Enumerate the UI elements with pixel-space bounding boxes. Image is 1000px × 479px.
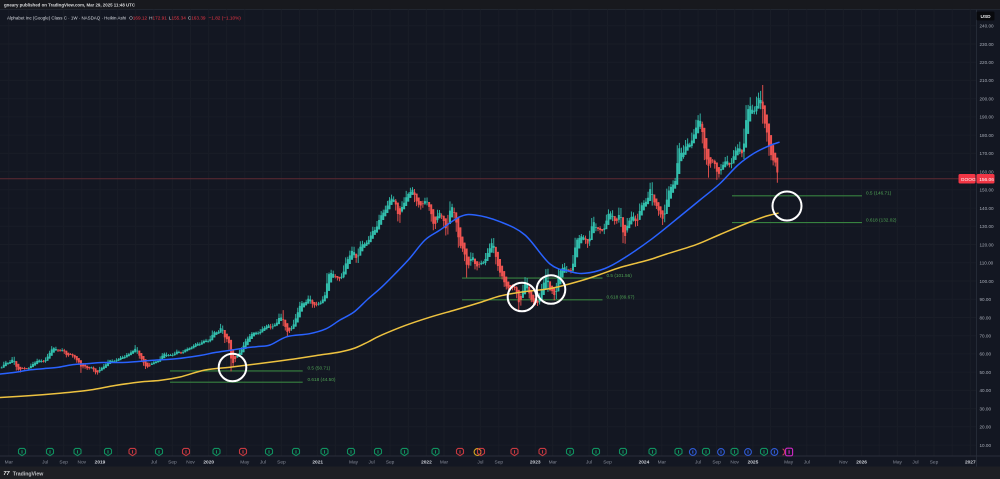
svg-text:Sep: Sep bbox=[495, 460, 504, 466]
svg-text:20.00: 20.00 bbox=[980, 425, 992, 430]
svg-text:2021: 2021 bbox=[312, 460, 323, 466]
svg-text:50.00: 50.00 bbox=[980, 370, 992, 375]
svg-text:Sep: Sep bbox=[712, 460, 721, 466]
svg-text:40.00: 40.00 bbox=[980, 388, 992, 393]
svg-text:2027: 2027 bbox=[965, 460, 976, 466]
svg-text:180.00: 180.00 bbox=[980, 133, 994, 138]
svg-text:70.00: 70.00 bbox=[980, 334, 992, 339]
svg-text:Sep: Sep bbox=[386, 460, 395, 466]
svg-text:Sep: Sep bbox=[930, 460, 939, 466]
svg-text:Sep: Sep bbox=[603, 460, 612, 466]
svg-text:2025: 2025 bbox=[748, 460, 759, 466]
svg-text:Jul: Jul bbox=[477, 460, 483, 466]
svg-text:190.00: 190.00 bbox=[980, 115, 994, 120]
svg-text:230.00: 230.00 bbox=[980, 42, 994, 47]
svg-text:0.5 (50.71): 0.5 (50.71) bbox=[308, 366, 331, 371]
svg-text:TradingView: TradingView bbox=[13, 471, 44, 477]
svg-text:0.618 (89.67): 0.618 (89.67) bbox=[607, 295, 635, 300]
svg-text:60.00: 60.00 bbox=[980, 352, 992, 357]
svg-text:200.00: 200.00 bbox=[980, 97, 994, 102]
svg-text:220.00: 220.00 bbox=[980, 60, 994, 65]
svg-text:0.618 (44.50): 0.618 (44.50) bbox=[308, 377, 336, 382]
svg-text:Jul: Jul bbox=[695, 460, 701, 466]
svg-text:Nov: Nov bbox=[186, 460, 195, 466]
svg-text:Nov: Nov bbox=[839, 460, 848, 466]
svg-text:240.00: 240.00 bbox=[980, 24, 994, 29]
svg-text:0.5 (146.71): 0.5 (146.71) bbox=[866, 191, 892, 196]
svg-text:100.00: 100.00 bbox=[980, 279, 994, 284]
svg-text:May: May bbox=[784, 460, 794, 466]
svg-text:May: May bbox=[893, 460, 903, 466]
svg-text:0.618 (132.02): 0.618 (132.02) bbox=[866, 217, 897, 222]
svg-text:130.00: 130.00 bbox=[980, 224, 994, 229]
svg-text:GOOG: GOOG bbox=[961, 177, 976, 183]
svg-text:gneary published on TradingVie: gneary published on TradingView.com, Mar… bbox=[4, 3, 136, 8]
svg-text:Jul: Jul bbox=[369, 460, 375, 466]
svg-text:Alphabet Inc (Google) Class C: Alphabet Inc (Google) Class C · 1W · NAS… bbox=[7, 16, 241, 21]
svg-text:156.06: 156.06 bbox=[979, 177, 994, 183]
svg-text:120.00: 120.00 bbox=[980, 242, 994, 247]
svg-text:Jul: Jul bbox=[912, 460, 918, 466]
svg-text:10.00: 10.00 bbox=[980, 443, 992, 448]
svg-text:210.00: 210.00 bbox=[980, 78, 994, 83]
svg-text:2024: 2024 bbox=[639, 460, 650, 466]
svg-text:Sep: Sep bbox=[168, 460, 177, 466]
svg-text:Nov: Nov bbox=[78, 460, 87, 466]
svg-text:USD: USD bbox=[981, 14, 992, 20]
svg-text:Mar: Mar bbox=[549, 460, 558, 466]
svg-text:140.00: 140.00 bbox=[980, 206, 994, 211]
svg-text:Mar: Mar bbox=[5, 460, 14, 466]
svg-text:Jul: Jul bbox=[586, 460, 592, 466]
svg-text:May: May bbox=[349, 460, 359, 466]
svg-text:Jul: Jul bbox=[42, 460, 48, 466]
svg-text:110.00: 110.00 bbox=[980, 261, 994, 266]
svg-text:30.00: 30.00 bbox=[980, 406, 992, 411]
svg-text:2023: 2023 bbox=[530, 460, 541, 466]
svg-text:150.00: 150.00 bbox=[980, 188, 994, 193]
svg-text:May: May bbox=[240, 460, 250, 466]
svg-text:2020: 2020 bbox=[203, 460, 214, 466]
svg-text:Nov: Nov bbox=[730, 460, 739, 466]
svg-text:170.00: 170.00 bbox=[980, 151, 994, 156]
svg-text:90.00: 90.00 bbox=[980, 297, 992, 302]
svg-text:Mar: Mar bbox=[440, 460, 449, 466]
svg-text:2022: 2022 bbox=[421, 460, 432, 466]
svg-text:160.00: 160.00 bbox=[980, 169, 994, 174]
svg-text:Jul: Jul bbox=[151, 460, 157, 466]
svg-text:2019: 2019 bbox=[95, 460, 106, 466]
svg-text:Mar: Mar bbox=[658, 460, 667, 466]
svg-text:Sep: Sep bbox=[59, 460, 68, 466]
svg-text:Jul: Jul bbox=[804, 460, 810, 466]
svg-text:Jul: Jul bbox=[260, 460, 266, 466]
svg-text:80.00: 80.00 bbox=[980, 315, 992, 320]
svg-text:2026: 2026 bbox=[856, 460, 867, 466]
svg-text:0.5 (101.56): 0.5 (101.56) bbox=[607, 273, 633, 278]
svg-text:77: 77 bbox=[3, 471, 10, 477]
svg-text:Sep: Sep bbox=[277, 460, 286, 466]
